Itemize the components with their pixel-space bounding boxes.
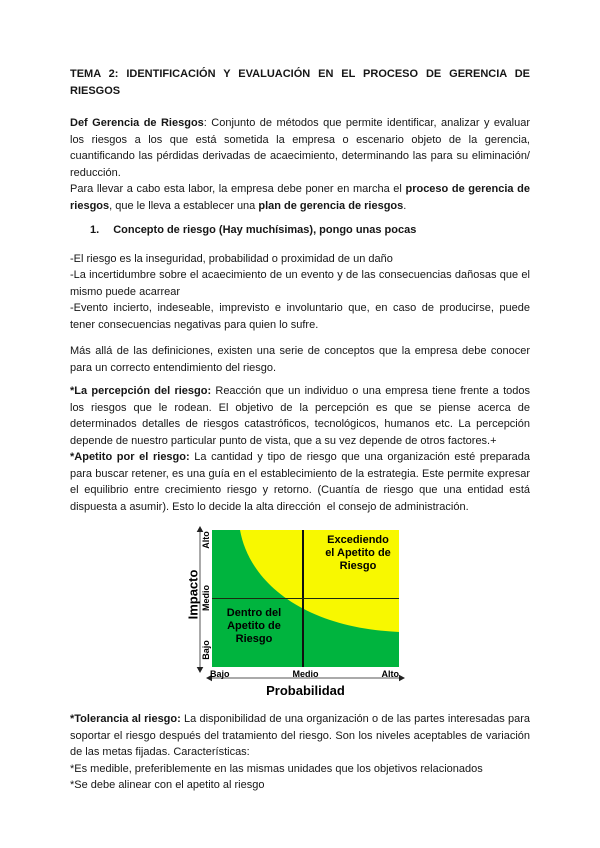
paragraph-apetito-por-el-riesgo: *Apetito por el riesgo: La cantidad y ti… — [70, 451, 530, 513]
paragraph-mas-alla: Más allá de las definiciones, existen un… — [70, 345, 530, 374]
impacto-axis-label: Impacto — [185, 569, 201, 620]
page-title-line-1: TEMA 2: IDENTIFICACIÓN Y EVALUACIÓN EN E… — [70, 68, 530, 80]
bullet-incertidumbre: -La incertidumbre sobre el acaecimiento … — [70, 269, 530, 298]
heading-text: Concepto de riesgo (Hay muchísimas), pon… — [113, 224, 417, 236]
y-tick-alto: Alto — [201, 531, 211, 549]
bullet-evento-incierto: -Evento incierto, indeseable, imprevisto… — [70, 302, 530, 331]
page-title-line-2: RIESGOS — [70, 84, 121, 97]
paragraph-se-debe-alinear: *Se debe alinear con el apetito al riesg… — [70, 779, 265, 791]
exceeding-region-shape — [240, 530, 399, 632]
outside-region-label: Excediendo el Apetito de Riesgo — [325, 534, 391, 572]
document-content: TEMA 2: IDENTIFICACIÓN Y EVALUACIÓN EN E… — [70, 66, 530, 794]
heading-concepto-de-riesgo: 1. Concepto de riesgo (Hay muchísimas), p… — [70, 222, 530, 239]
x-tick-medio: Medio — [292, 669, 319, 679]
inside-region-label: Dentro del Apetito de Riesgo — [226, 607, 282, 645]
plot-area: Excediendo el Apetito de Riesgo Dentro d… — [212, 530, 399, 667]
x-tick-bajo: Bajo — [210, 669, 230, 679]
paragraph-es-medible: *Es medible, preferiblemente en las mism… — [70, 762, 483, 775]
y-tick-bajo: Bajo — [201, 640, 211, 660]
axis-arrows — [196, 526, 405, 682]
paragraph-def-gerencia: Def Gerencia de Riesgos: Conjunto de mét… — [70, 117, 530, 179]
y-tick-medio: Medio — [201, 585, 211, 611]
paragraph-para-llevar: Para llevar a cabo esta labor, la empres… — [70, 183, 530, 212]
x-tick-alto: Alto — [381, 669, 400, 679]
risk-appetite-chart: Impacto Alto Medio Bajo Excediendo el Ap… — [184, 521, 418, 701]
paragraph-tolerancia-al-riesgo: *Tolerancia al riesgo: La disponibilidad… — [70, 713, 530, 758]
probabilidad-axis-label: Probabilidad — [266, 683, 345, 698]
paragraph-percepcion-del-riesgo: *La percepción del riesgo: Reacción que … — [70, 385, 530, 447]
medio-horizontal-line — [212, 598, 399, 599]
bullet-riesgo-inseguridad: -El riesgo es la inseguridad, probabilid… — [70, 252, 393, 265]
heading-number: 1. — [90, 224, 100, 236]
